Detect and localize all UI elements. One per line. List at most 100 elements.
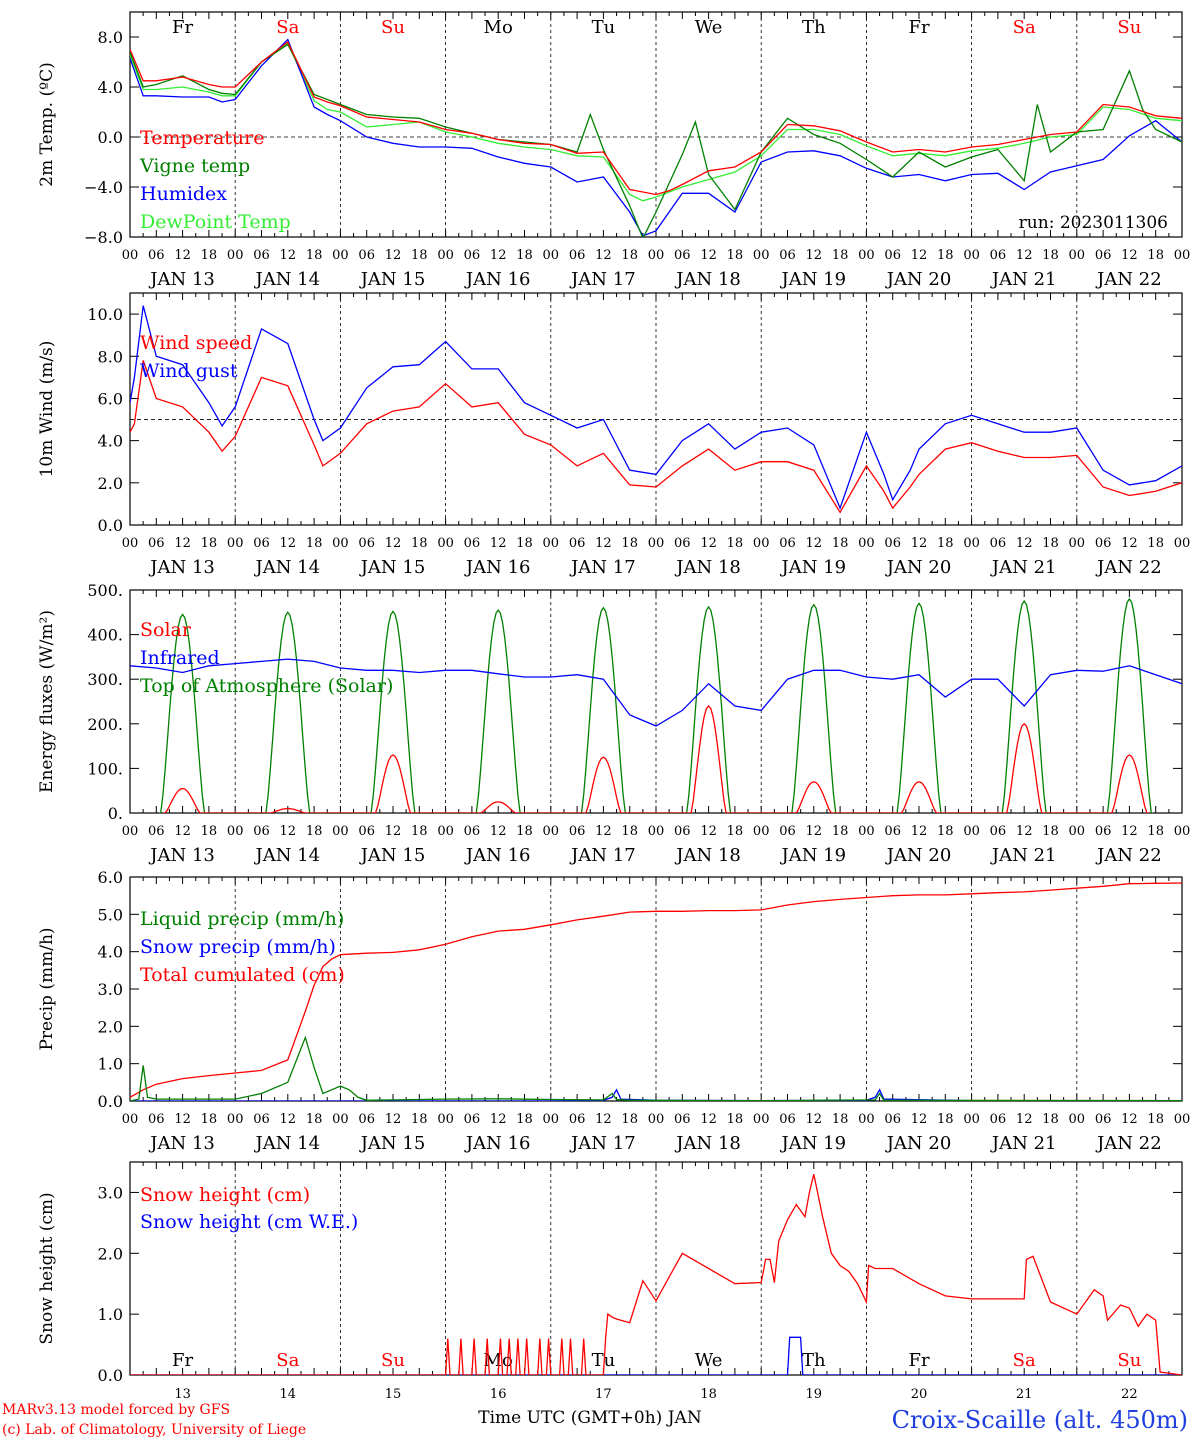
x-day-number: 22 [1121,1387,1138,1402]
station-name: Croix-Scaille (alt. 450m) [892,1406,1188,1434]
x-hour-label: 18 [621,248,638,263]
x-hour-label: 12 [1016,824,1033,839]
x-hour-label: 06 [674,248,691,263]
x-hour-label: 18 [937,824,954,839]
x-hour-label: 18 [937,536,954,551]
x-date-label: JAN 22 [1095,1133,1162,1154]
x-hour-label: 12 [595,1112,612,1127]
x-hour-label: 00 [648,1112,665,1127]
x-hour-label: 18 [1147,248,1164,263]
x-date-label: JAN 17 [569,269,636,290]
x-hour-label: 18 [832,824,849,839]
series-line-wind-speed [130,360,1182,514]
x-hour-label: 00 [332,1112,349,1127]
x-hour-label: 00 [858,248,875,263]
x-hour-label: 00 [227,536,244,551]
x-hour-label: 12 [280,536,297,551]
x-hour-label: 18 [727,536,744,551]
x-date-label: JAN 14 [254,269,321,290]
y-tick-label: 0.0 [98,1092,123,1111]
x-hour-label: 18 [411,248,428,263]
x-hour-label: 00 [227,824,244,839]
y-tick-label: 1.0 [98,1055,123,1074]
x-hour-label: 06 [569,248,586,263]
weekday-label: Tu [592,17,616,38]
panels: −8.0 −4.0 0.0 4.0 8.0 2m Temp. (ºC) 00 06 12 18 00… [37,11,1191,1402]
x-hour-label: 06 [884,824,901,839]
x-hour-label: 12 [280,824,297,839]
x-hour-label: 18 [1147,536,1164,551]
y-tick-label: 0.0 [98,128,123,147]
weekday-label: Th [802,17,826,38]
x-date-label: JAN 13 [148,845,215,866]
x-hour-label: 06 [148,1112,165,1127]
panel-5: 0.0 1.0 2.0 3.0 Snow height (cm) Fr Sa Su Mo Tu We… [37,1161,1183,1402]
weekday-label: Fr [908,17,929,38]
x-hour-label: 00 [1069,248,1086,263]
x-hour-label: 18 [621,1112,638,1127]
legend-entry: Snow height (cm W.E.) [140,1211,358,1233]
x-date-label: JAN 15 [359,557,426,578]
x-hour-label: 00 [753,248,770,263]
weekday-label: Th [802,1350,826,1371]
x-hour-label: 00 [543,824,560,839]
x-hour-label: 18 [621,824,638,839]
x-hour-label: 18 [201,536,218,551]
x-hour-label: 00 [332,248,349,263]
y-tick-label: 10.0 [87,305,123,324]
panel-3: 0. 100. 200. 300. 400. 500. Energy fluxes (W/m… [37,581,1190,866]
x-hour-label: 00 [1174,1112,1191,1127]
x-hour-label: 06 [569,1112,586,1127]
x-hour-label: 06 [464,248,481,263]
x-hour-label: 18 [727,1112,744,1127]
series-line-wind-gust [130,305,1182,510]
x-hour-label: 18 [832,1112,849,1127]
x-hour-label: 00 [437,536,454,551]
x-hour-label: 00 [858,536,875,551]
x-hour-label: 18 [201,248,218,263]
x-hour-label: 00 [753,824,770,839]
y-tick-label: 2.0 [98,474,123,493]
weekday-label: Fr [908,1350,929,1371]
x-hour-label: 12 [1121,536,1138,551]
copyright-credit: (c) Lab. of Climatology, University of L… [2,1422,306,1438]
x-hour-label: 06 [1095,824,1112,839]
x-date-label: JAN 17 [569,557,636,578]
x-hour-label: 18 [727,248,744,263]
x-date-label: JAN 18 [674,557,741,578]
y-axis-label: Energy fluxes (W/m²) [37,610,57,793]
x-hour-label: 12 [490,248,507,263]
x-hour-label: 00 [1069,536,1086,551]
x-hour-label: 00 [858,1112,875,1127]
legend-entry: Total cumulated (cm) [140,964,345,986]
x-date-label: JAN 14 [254,845,321,866]
x-hour-label: 06 [674,536,691,551]
x-hour-label: 06 [569,536,586,551]
x-day-number: 20 [911,1387,928,1402]
x-hour-label: 00 [963,824,980,839]
x-hour-label: 06 [990,1112,1007,1127]
panel-2: 0.0 2.0 4.0 6.0 8.0 10.0 10m Wind (m/s) 00 06 12 1… [37,292,1190,578]
x-hour-label: 18 [516,1112,533,1127]
x-date-label: JAN 20 [885,557,952,578]
weekday-label: We [695,17,723,38]
x-hour-label: 18 [306,824,323,839]
x-hour-label: 18 [1042,248,1059,263]
series-line-infrared [130,658,1182,727]
weekday-label: Fr [172,17,193,38]
x-hour-label: 06 [884,248,901,263]
x-date-label: JAN 16 [464,1133,531,1154]
x-hour-label: 00 [1174,824,1191,839]
x-hour-label: 00 [1069,824,1086,839]
x-hour-label: 00 [753,1112,770,1127]
weekday-label: Mo [484,1350,513,1371]
y-tick-label: 8.0 [98,347,123,366]
series-line-total-cumulated-cm- [130,882,1182,1098]
x-date-label: JAN 21 [990,1133,1057,1154]
y-tick-label: 8.0 [98,28,123,47]
x-date-label: JAN 22 [1095,557,1162,578]
x-hour-label: 06 [884,536,901,551]
x-date-label: JAN 13 [148,1133,215,1154]
x-date-label: JAN 20 [885,845,952,866]
